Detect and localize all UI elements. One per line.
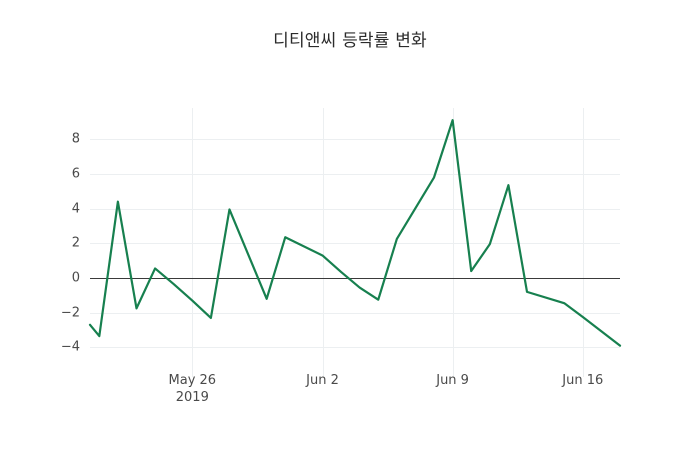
- series-polyline: [88, 119, 622, 347]
- plot-area: [88, 108, 622, 377]
- y-tick-label: 6: [71, 166, 80, 182]
- x-tick-label-main: Jun 9: [436, 373, 469, 388]
- y-tick-label: 8: [71, 131, 80, 147]
- gridline-y-1: [90, 173, 620, 175]
- gridline-y-3: [90, 243, 620, 245]
- gridline-x-0: [192, 108, 194, 377]
- y-tick-label: 0: [71, 270, 80, 286]
- zero-line: [90, 278, 620, 279]
- x-tick-label-main: Jun 16: [562, 373, 604, 388]
- gridline-x-3: [582, 108, 584, 377]
- y-axis-tick-labels: 8 6 4 2 0 −2 −4: [32, 108, 80, 363]
- y-tick-label: 4: [71, 201, 80, 217]
- x-tick-label-sub: 2019: [175, 390, 209, 405]
- gridline-y-5: [90, 312, 620, 314]
- x-tick-label: May 26 2019: [169, 372, 217, 406]
- x-tick-label-main: May 26: [168, 373, 217, 388]
- gridline-x-1: [322, 108, 324, 377]
- y-tick-label: −4: [60, 339, 80, 355]
- x-tick-label: Jun 9: [436, 372, 469, 389]
- y-tick-label: −2: [60, 305, 80, 321]
- x-tick-label: Jun 2: [306, 372, 339, 389]
- chart-title: 디티앤씨 등락률 변화: [273, 31, 427, 51]
- x-axis-tick-labels: May 26 2019 Jun 2 Jun 9 Jun 16: [90, 372, 620, 418]
- x-tick-label-main: Jun 2: [306, 373, 339, 388]
- line-series: [88, 119, 622, 347]
- gridline-x-2: [452, 108, 454, 377]
- gridline-y-6: [90, 347, 620, 349]
- x-tick-label: Jun 16: [562, 372, 603, 389]
- gridline-y-0: [90, 139, 620, 141]
- y-tick-label: 2: [71, 235, 80, 251]
- gridline-y-2: [90, 208, 620, 210]
